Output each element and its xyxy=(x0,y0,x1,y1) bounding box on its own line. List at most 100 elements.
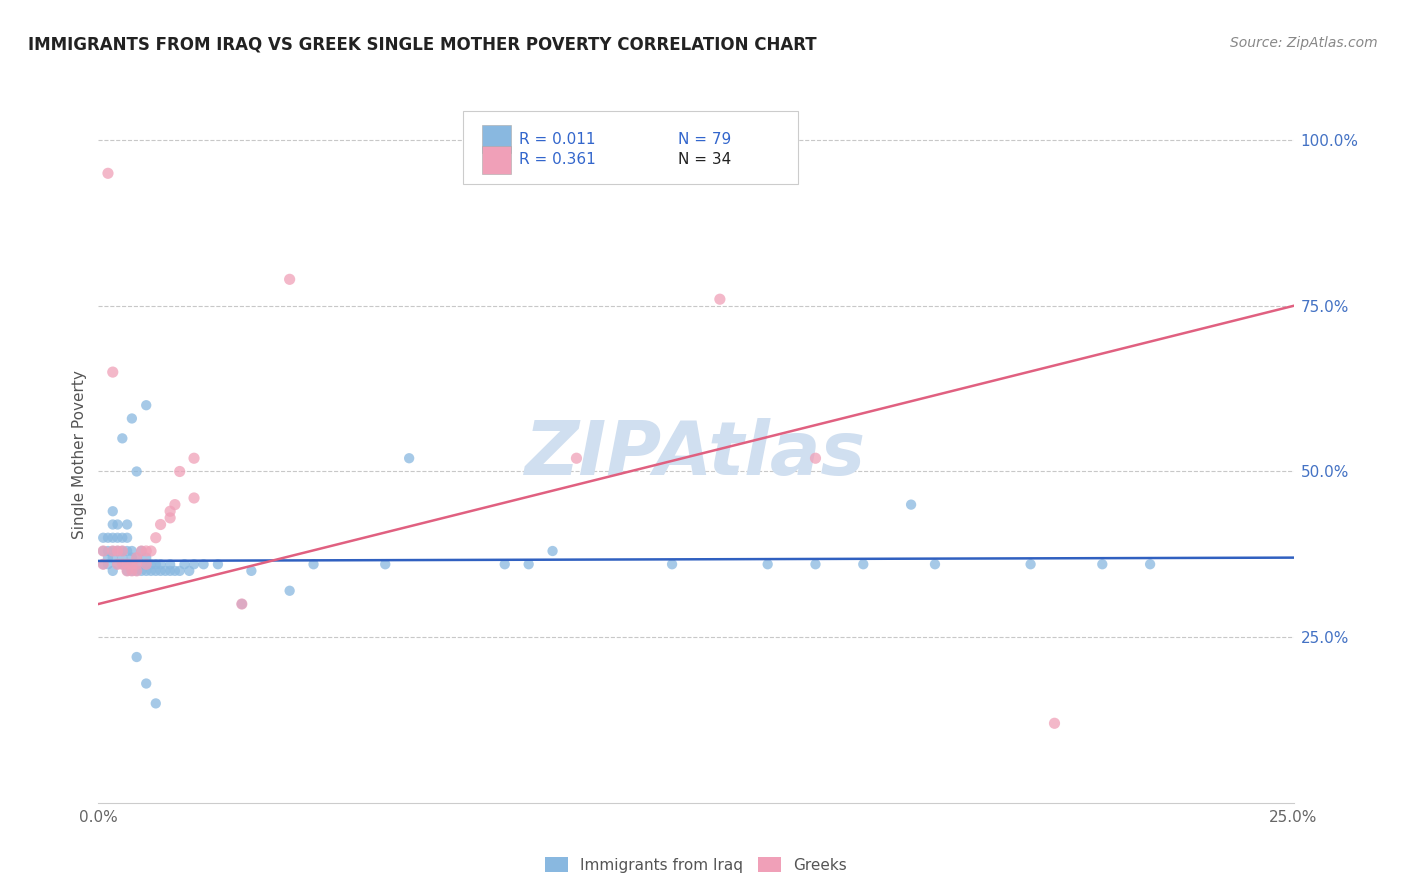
Point xyxy=(179,564,201,578)
Point xyxy=(1139,558,1161,572)
Point xyxy=(145,697,167,711)
Point xyxy=(101,544,124,558)
Point xyxy=(115,564,138,578)
Text: R = 0.361: R = 0.361 xyxy=(519,153,596,168)
Text: Source: ZipAtlas.com: Source: ZipAtlas.com xyxy=(1230,36,1378,50)
Point xyxy=(159,504,181,518)
Point xyxy=(135,558,157,572)
Point xyxy=(139,564,162,578)
Point xyxy=(107,558,129,572)
Point xyxy=(149,564,172,578)
Point xyxy=(135,676,157,690)
Point xyxy=(91,558,114,572)
Point xyxy=(101,544,124,558)
Point xyxy=(145,531,167,545)
Point xyxy=(111,531,134,545)
Point xyxy=(121,564,143,578)
Point xyxy=(121,558,143,572)
Point xyxy=(173,558,195,572)
Point xyxy=(107,531,129,545)
Point xyxy=(661,558,683,572)
Point xyxy=(111,544,134,558)
Y-axis label: Single Mother Poverty: Single Mother Poverty xyxy=(72,370,87,540)
Point xyxy=(135,564,157,578)
Point xyxy=(155,564,177,578)
Point xyxy=(131,544,153,558)
Point xyxy=(145,558,167,572)
Point xyxy=(240,564,263,578)
Point xyxy=(101,531,124,545)
Point xyxy=(115,558,138,572)
Point xyxy=(107,544,129,558)
Point xyxy=(125,564,148,578)
Point xyxy=(541,544,564,558)
Legend: Immigrants from Iraq, Greeks: Immigrants from Iraq, Greeks xyxy=(538,850,853,879)
Point xyxy=(91,544,114,558)
Point xyxy=(131,544,153,558)
Point xyxy=(302,558,325,572)
Point xyxy=(756,558,779,572)
Point xyxy=(494,558,516,572)
Point xyxy=(139,558,162,572)
Point xyxy=(121,558,143,572)
Point xyxy=(163,498,186,512)
Point xyxy=(121,411,143,425)
Point xyxy=(107,558,129,572)
Point xyxy=(91,531,114,545)
Point xyxy=(107,544,129,558)
Point xyxy=(101,517,124,532)
Point xyxy=(193,558,215,572)
Point xyxy=(97,550,120,565)
Point xyxy=(159,558,181,572)
Point xyxy=(115,564,138,578)
Point xyxy=(121,544,143,558)
Point xyxy=(115,531,138,545)
Point xyxy=(125,550,148,565)
Point xyxy=(111,550,134,565)
Point xyxy=(900,498,922,512)
Point xyxy=(101,550,124,565)
Point xyxy=(115,517,138,532)
Point xyxy=(565,451,588,466)
Point xyxy=(169,465,191,479)
Point xyxy=(125,558,148,572)
Point xyxy=(97,166,120,180)
Point xyxy=(374,558,396,572)
Point xyxy=(131,558,153,572)
Point xyxy=(804,451,827,466)
Point xyxy=(125,564,148,578)
Text: N = 34: N = 34 xyxy=(678,153,731,168)
Point xyxy=(131,564,153,578)
Point xyxy=(111,558,134,572)
Point xyxy=(97,558,120,572)
Point xyxy=(135,558,157,572)
Point xyxy=(231,597,253,611)
Text: N = 79: N = 79 xyxy=(678,131,731,146)
FancyBboxPatch shape xyxy=(463,111,797,184)
Point xyxy=(101,504,124,518)
Point xyxy=(149,558,172,572)
Point xyxy=(163,564,186,578)
Point xyxy=(139,544,162,558)
Point xyxy=(135,398,157,412)
Point xyxy=(125,465,148,479)
Point xyxy=(125,650,148,665)
Point xyxy=(101,365,124,379)
Point xyxy=(111,558,134,572)
Point xyxy=(91,544,114,558)
Point xyxy=(135,544,157,558)
Point xyxy=(145,564,167,578)
Text: R = 0.011: R = 0.011 xyxy=(519,131,596,146)
Point xyxy=(121,550,143,565)
Point xyxy=(804,558,827,572)
Point xyxy=(111,431,134,445)
Point xyxy=(149,517,172,532)
Point xyxy=(278,272,301,286)
Point xyxy=(159,564,181,578)
Point xyxy=(398,451,420,466)
Point xyxy=(121,564,143,578)
Point xyxy=(115,558,138,572)
Point xyxy=(278,583,301,598)
Point xyxy=(91,558,114,572)
FancyBboxPatch shape xyxy=(482,146,510,174)
